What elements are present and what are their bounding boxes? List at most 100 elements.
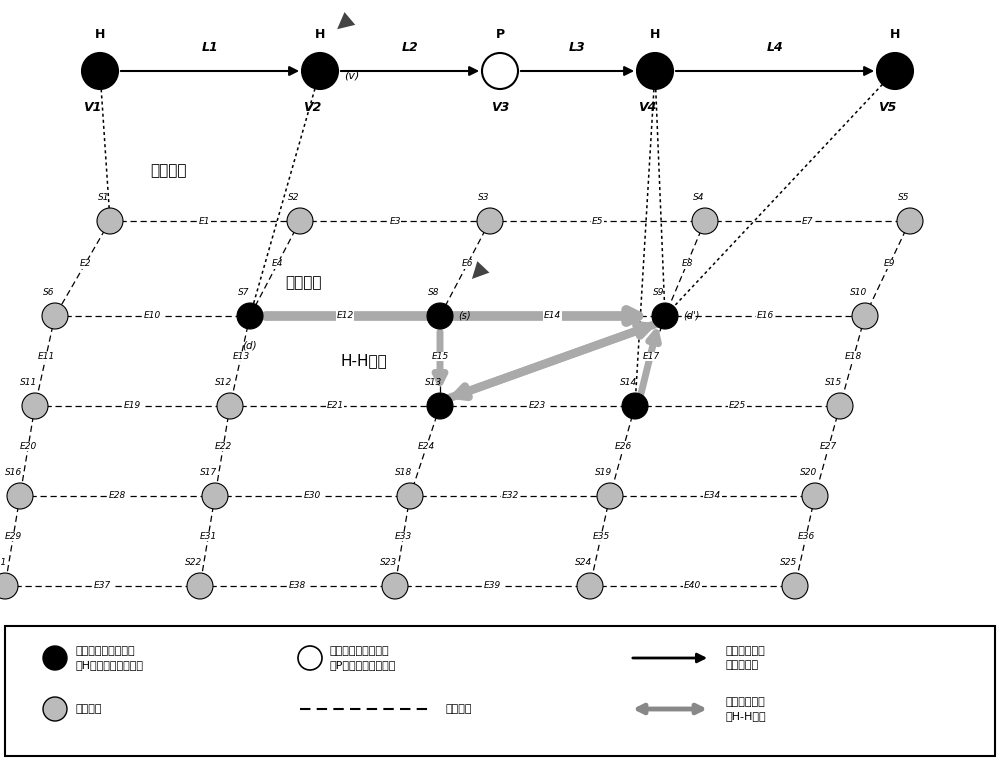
Circle shape xyxy=(622,393,648,419)
Circle shape xyxy=(42,303,68,329)
Circle shape xyxy=(782,573,808,599)
Circle shape xyxy=(877,53,913,89)
Text: E20: E20 xyxy=(20,442,37,451)
Circle shape xyxy=(22,393,48,419)
Text: E28: E28 xyxy=(109,492,126,501)
Text: E36: E36 xyxy=(797,532,815,541)
Text: E24: E24 xyxy=(418,442,435,451)
Text: S16: S16 xyxy=(5,468,22,477)
Circle shape xyxy=(237,303,263,329)
Text: S6: S6 xyxy=(43,288,54,297)
Text: 物理格点: 物理格点 xyxy=(75,704,102,714)
Text: S22: S22 xyxy=(185,558,202,567)
Circle shape xyxy=(897,208,923,234)
Text: L2: L2 xyxy=(402,41,418,54)
Text: E27: E27 xyxy=(820,442,837,451)
Circle shape xyxy=(82,53,118,89)
Circle shape xyxy=(287,208,313,234)
Text: E21: E21 xyxy=(326,402,344,410)
Circle shape xyxy=(637,53,673,89)
Text: E34: E34 xyxy=(704,492,721,501)
Circle shape xyxy=(427,393,453,419)
Text: E13: E13 xyxy=(232,352,250,361)
Text: E15: E15 xyxy=(431,352,449,361)
Circle shape xyxy=(7,483,33,509)
Text: E22: E22 xyxy=(215,442,232,451)
Text: E19: E19 xyxy=(124,402,141,410)
Text: E32: E32 xyxy=(501,492,519,501)
Text: S9: S9 xyxy=(653,288,664,297)
Text: S19: S19 xyxy=(595,468,612,477)
Text: S13: S13 xyxy=(425,378,442,387)
Text: 链路映射: 链路映射 xyxy=(285,275,322,291)
Text: E33: E33 xyxy=(395,532,412,541)
Text: E10: E10 xyxy=(144,311,161,320)
Text: E4: E4 xyxy=(272,260,283,268)
Text: H: H xyxy=(95,28,105,41)
Text: S3: S3 xyxy=(478,193,489,202)
Circle shape xyxy=(577,573,603,599)
Text: H: H xyxy=(890,28,900,41)
Text: E2: E2 xyxy=(80,260,91,268)
Text: L3: L3 xyxy=(569,41,586,54)
Text: S5: S5 xyxy=(898,193,909,202)
Text: L4: L4 xyxy=(767,41,783,54)
Text: E9: E9 xyxy=(884,260,896,268)
Text: E7: E7 xyxy=(802,216,813,225)
Text: (s): (s) xyxy=(458,311,471,321)
Text: E40: E40 xyxy=(684,581,701,591)
Text: 具有疏水属性氨基酸
（H）表征的虚拟节点: 具有疏水属性氨基酸 （H）表征的虚拟节点 xyxy=(75,646,143,670)
Text: S25: S25 xyxy=(780,558,797,567)
Circle shape xyxy=(202,483,228,509)
Text: V5: V5 xyxy=(878,101,896,114)
Text: S21: S21 xyxy=(0,558,7,567)
Text: (d): (d) xyxy=(243,341,257,351)
Text: 相邻而不相连
的H-H结构: 相邻而不相连 的H-H结构 xyxy=(725,697,766,721)
Circle shape xyxy=(298,646,322,670)
Text: V4: V4 xyxy=(638,101,656,114)
Text: E3: E3 xyxy=(389,216,401,225)
Text: S23: S23 xyxy=(380,558,397,567)
Circle shape xyxy=(97,208,123,234)
Text: E12: E12 xyxy=(336,311,354,320)
Text: 节点映射: 节点映射 xyxy=(150,164,186,179)
Text: S20: S20 xyxy=(800,468,817,477)
Text: E31: E31 xyxy=(200,532,217,541)
Circle shape xyxy=(43,646,67,670)
Text: S12: S12 xyxy=(215,378,232,387)
Text: 物理链路: 物理链路 xyxy=(445,704,472,714)
Circle shape xyxy=(477,208,503,234)
Circle shape xyxy=(852,303,878,329)
Circle shape xyxy=(43,697,67,721)
Text: S17: S17 xyxy=(200,468,217,477)
Text: H-H结构: H-H结构 xyxy=(340,354,387,368)
Text: E16: E16 xyxy=(756,311,774,320)
Text: 具有肽键表征
的虚拟链路: 具有肽键表征 的虚拟链路 xyxy=(725,646,765,670)
Circle shape xyxy=(827,393,853,419)
Text: E26: E26 xyxy=(615,442,632,451)
Text: S10: S10 xyxy=(850,288,867,297)
Text: E5: E5 xyxy=(592,216,603,225)
Text: V2: V2 xyxy=(303,101,321,114)
Text: S2: S2 xyxy=(288,193,299,202)
Text: E30: E30 xyxy=(304,492,321,501)
Text: E38: E38 xyxy=(289,581,306,591)
Circle shape xyxy=(217,393,243,419)
FancyBboxPatch shape xyxy=(5,626,995,756)
Text: S11: S11 xyxy=(20,378,37,387)
Text: (v): (v) xyxy=(344,71,359,81)
Text: S18: S18 xyxy=(395,468,412,477)
Text: S4: S4 xyxy=(693,193,704,202)
Text: H: H xyxy=(650,28,660,41)
Text: S15: S15 xyxy=(825,378,842,387)
Text: E23: E23 xyxy=(529,402,546,410)
Text: E11: E11 xyxy=(37,352,55,361)
Text: H: H xyxy=(315,28,325,41)
Text: V3: V3 xyxy=(491,101,509,114)
Text: E8: E8 xyxy=(681,260,693,268)
Circle shape xyxy=(382,573,408,599)
Circle shape xyxy=(692,208,718,234)
Text: E25: E25 xyxy=(729,402,746,410)
Circle shape xyxy=(802,483,828,509)
Text: S14: S14 xyxy=(620,378,637,387)
